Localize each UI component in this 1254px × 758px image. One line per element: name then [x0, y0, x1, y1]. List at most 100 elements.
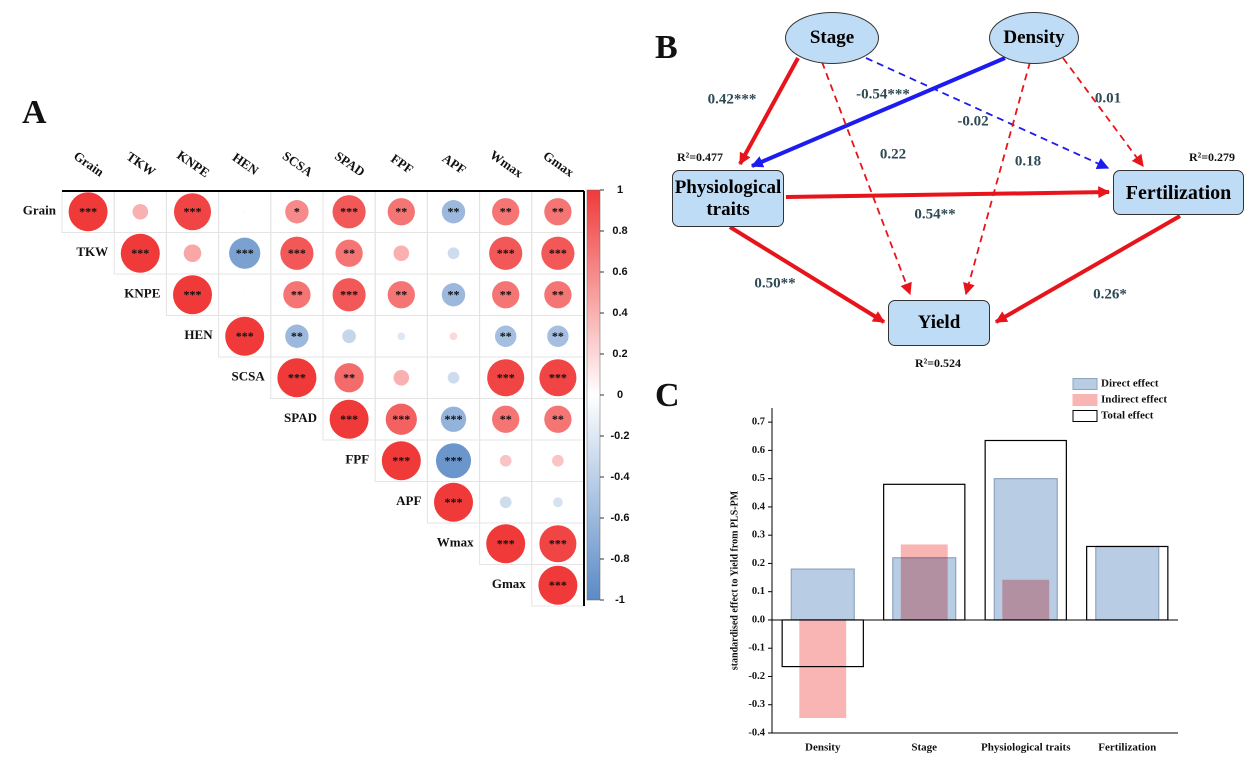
significance: *** — [549, 537, 567, 551]
colorbar-tick-label: -1 — [615, 594, 625, 606]
correlation-circle — [68, 192, 108, 232]
y-tick-label: -0.3 — [748, 699, 765, 710]
legend-swatch — [1072, 410, 1098, 422]
significance: *** — [288, 246, 306, 260]
correlation-circle — [332, 278, 366, 312]
significance: ** — [552, 288, 564, 302]
row-label: KNPE — [124, 286, 160, 301]
correlation-circle — [487, 359, 525, 397]
diagram-node: Yield — [888, 300, 990, 346]
edge-label: 0.26* — [1093, 286, 1127, 302]
row-label: HEN — [184, 327, 213, 342]
y-axis-label: standardised effect to Yield from PLS-PM — [729, 490, 740, 670]
significance: *** — [236, 329, 254, 343]
bar — [781, 619, 864, 668]
correlation-circle — [541, 236, 575, 270]
bar — [984, 439, 1067, 621]
diagram-edge — [963, 61, 1031, 296]
r-squared: R²=0.524 — [915, 356, 961, 370]
correlation-circle — [173, 275, 212, 315]
significance: ** — [500, 205, 512, 219]
correlation-circle — [492, 405, 520, 433]
correlation-circle — [335, 239, 363, 267]
correlation-circle — [334, 363, 364, 393]
colorbar-tick-label: 1 — [617, 184, 623, 196]
significance: ** — [552, 412, 564, 426]
column-label: Grain — [71, 148, 107, 180]
significance: ** — [291, 329, 303, 343]
y-tick-label: -0.2 — [748, 671, 765, 682]
row-label: SCSA — [232, 369, 266, 384]
edge-label: 0.42*** — [708, 91, 757, 107]
significance: *** — [549, 578, 567, 592]
significance: *** — [288, 371, 306, 385]
row-label: APF — [396, 493, 421, 508]
significance: ** — [500, 329, 512, 343]
y-tick-label: 0.4 — [752, 501, 766, 512]
correlation-circle — [492, 198, 520, 226]
edge-label: 0.18 — [1015, 153, 1041, 169]
significance: *** — [497, 246, 515, 260]
significance: ** — [500, 288, 512, 302]
y-tick-label: 0.7 — [752, 417, 765, 428]
colorbar-tick-label: 0 — [617, 389, 623, 401]
correlation-circle — [393, 245, 410, 262]
diagram-edge — [865, 57, 1110, 169]
diagram-node: Physiological traits — [672, 170, 784, 227]
row-label: Grain — [23, 203, 57, 218]
significance: *** — [549, 371, 567, 385]
r-squared: R²=0.477 — [677, 150, 723, 164]
significance: ** — [552, 329, 564, 343]
column-label: KNPE — [174, 147, 212, 180]
y-tick-label: 0.6 — [752, 445, 765, 456]
correlation-circle — [544, 281, 572, 309]
diagram-edge — [821, 61, 912, 296]
y-tick-label: 0.2 — [752, 558, 765, 569]
significance: *** — [497, 371, 515, 385]
correlation-circle — [397, 332, 406, 341]
correlation-circle — [332, 195, 366, 229]
correlation-circle — [285, 200, 309, 224]
significance: *** — [445, 454, 463, 468]
correlation-circle — [486, 524, 526, 564]
correlation-circle — [393, 369, 410, 386]
bar — [790, 568, 855, 621]
correlation-circle — [132, 203, 149, 220]
correlation-circle — [489, 236, 523, 270]
diagram-node: Density — [989, 12, 1079, 64]
correlation-circle — [387, 198, 415, 226]
correlation-circle — [538, 565, 578, 605]
diagram-node: Stage — [785, 12, 879, 64]
significance: ** — [291, 288, 303, 302]
correlation-circle — [547, 325, 569, 347]
significance: *** — [445, 412, 463, 426]
significance: *** — [131, 246, 149, 260]
y-tick-label: -0.1 — [748, 643, 765, 654]
significance: ** — [448, 205, 460, 219]
significance: ** — [500, 412, 512, 426]
x-tick-label: Stage — [911, 742, 937, 754]
colorbar-tick-label: -0.4 — [611, 471, 631, 483]
significance: *** — [340, 288, 358, 302]
colorbar-tick-label: 0.2 — [612, 348, 627, 360]
column-label: APF — [440, 150, 469, 177]
x-tick-label: Density — [805, 742, 841, 754]
correlation-circle — [441, 283, 466, 307]
significance: * — [294, 205, 300, 219]
correlation-circle — [277, 358, 317, 398]
significance: *** — [497, 537, 515, 551]
correlation-circle — [544, 198, 572, 226]
bar — [883, 483, 966, 621]
significance: *** — [549, 246, 567, 260]
correlation-circle — [552, 454, 564, 467]
edge-label: 0.22 — [880, 146, 906, 162]
correlation-circle — [381, 441, 421, 481]
legend-label: Direct effect — [1101, 378, 1159, 390]
significance: *** — [340, 205, 358, 219]
y-tick-label: 0.5 — [752, 473, 765, 484]
edge-label: 0.54** — [914, 206, 955, 222]
row-label: Gmax — [492, 576, 526, 591]
x-tick-label: Physiological traits — [981, 742, 1071, 754]
diagram-edge — [728, 225, 886, 324]
